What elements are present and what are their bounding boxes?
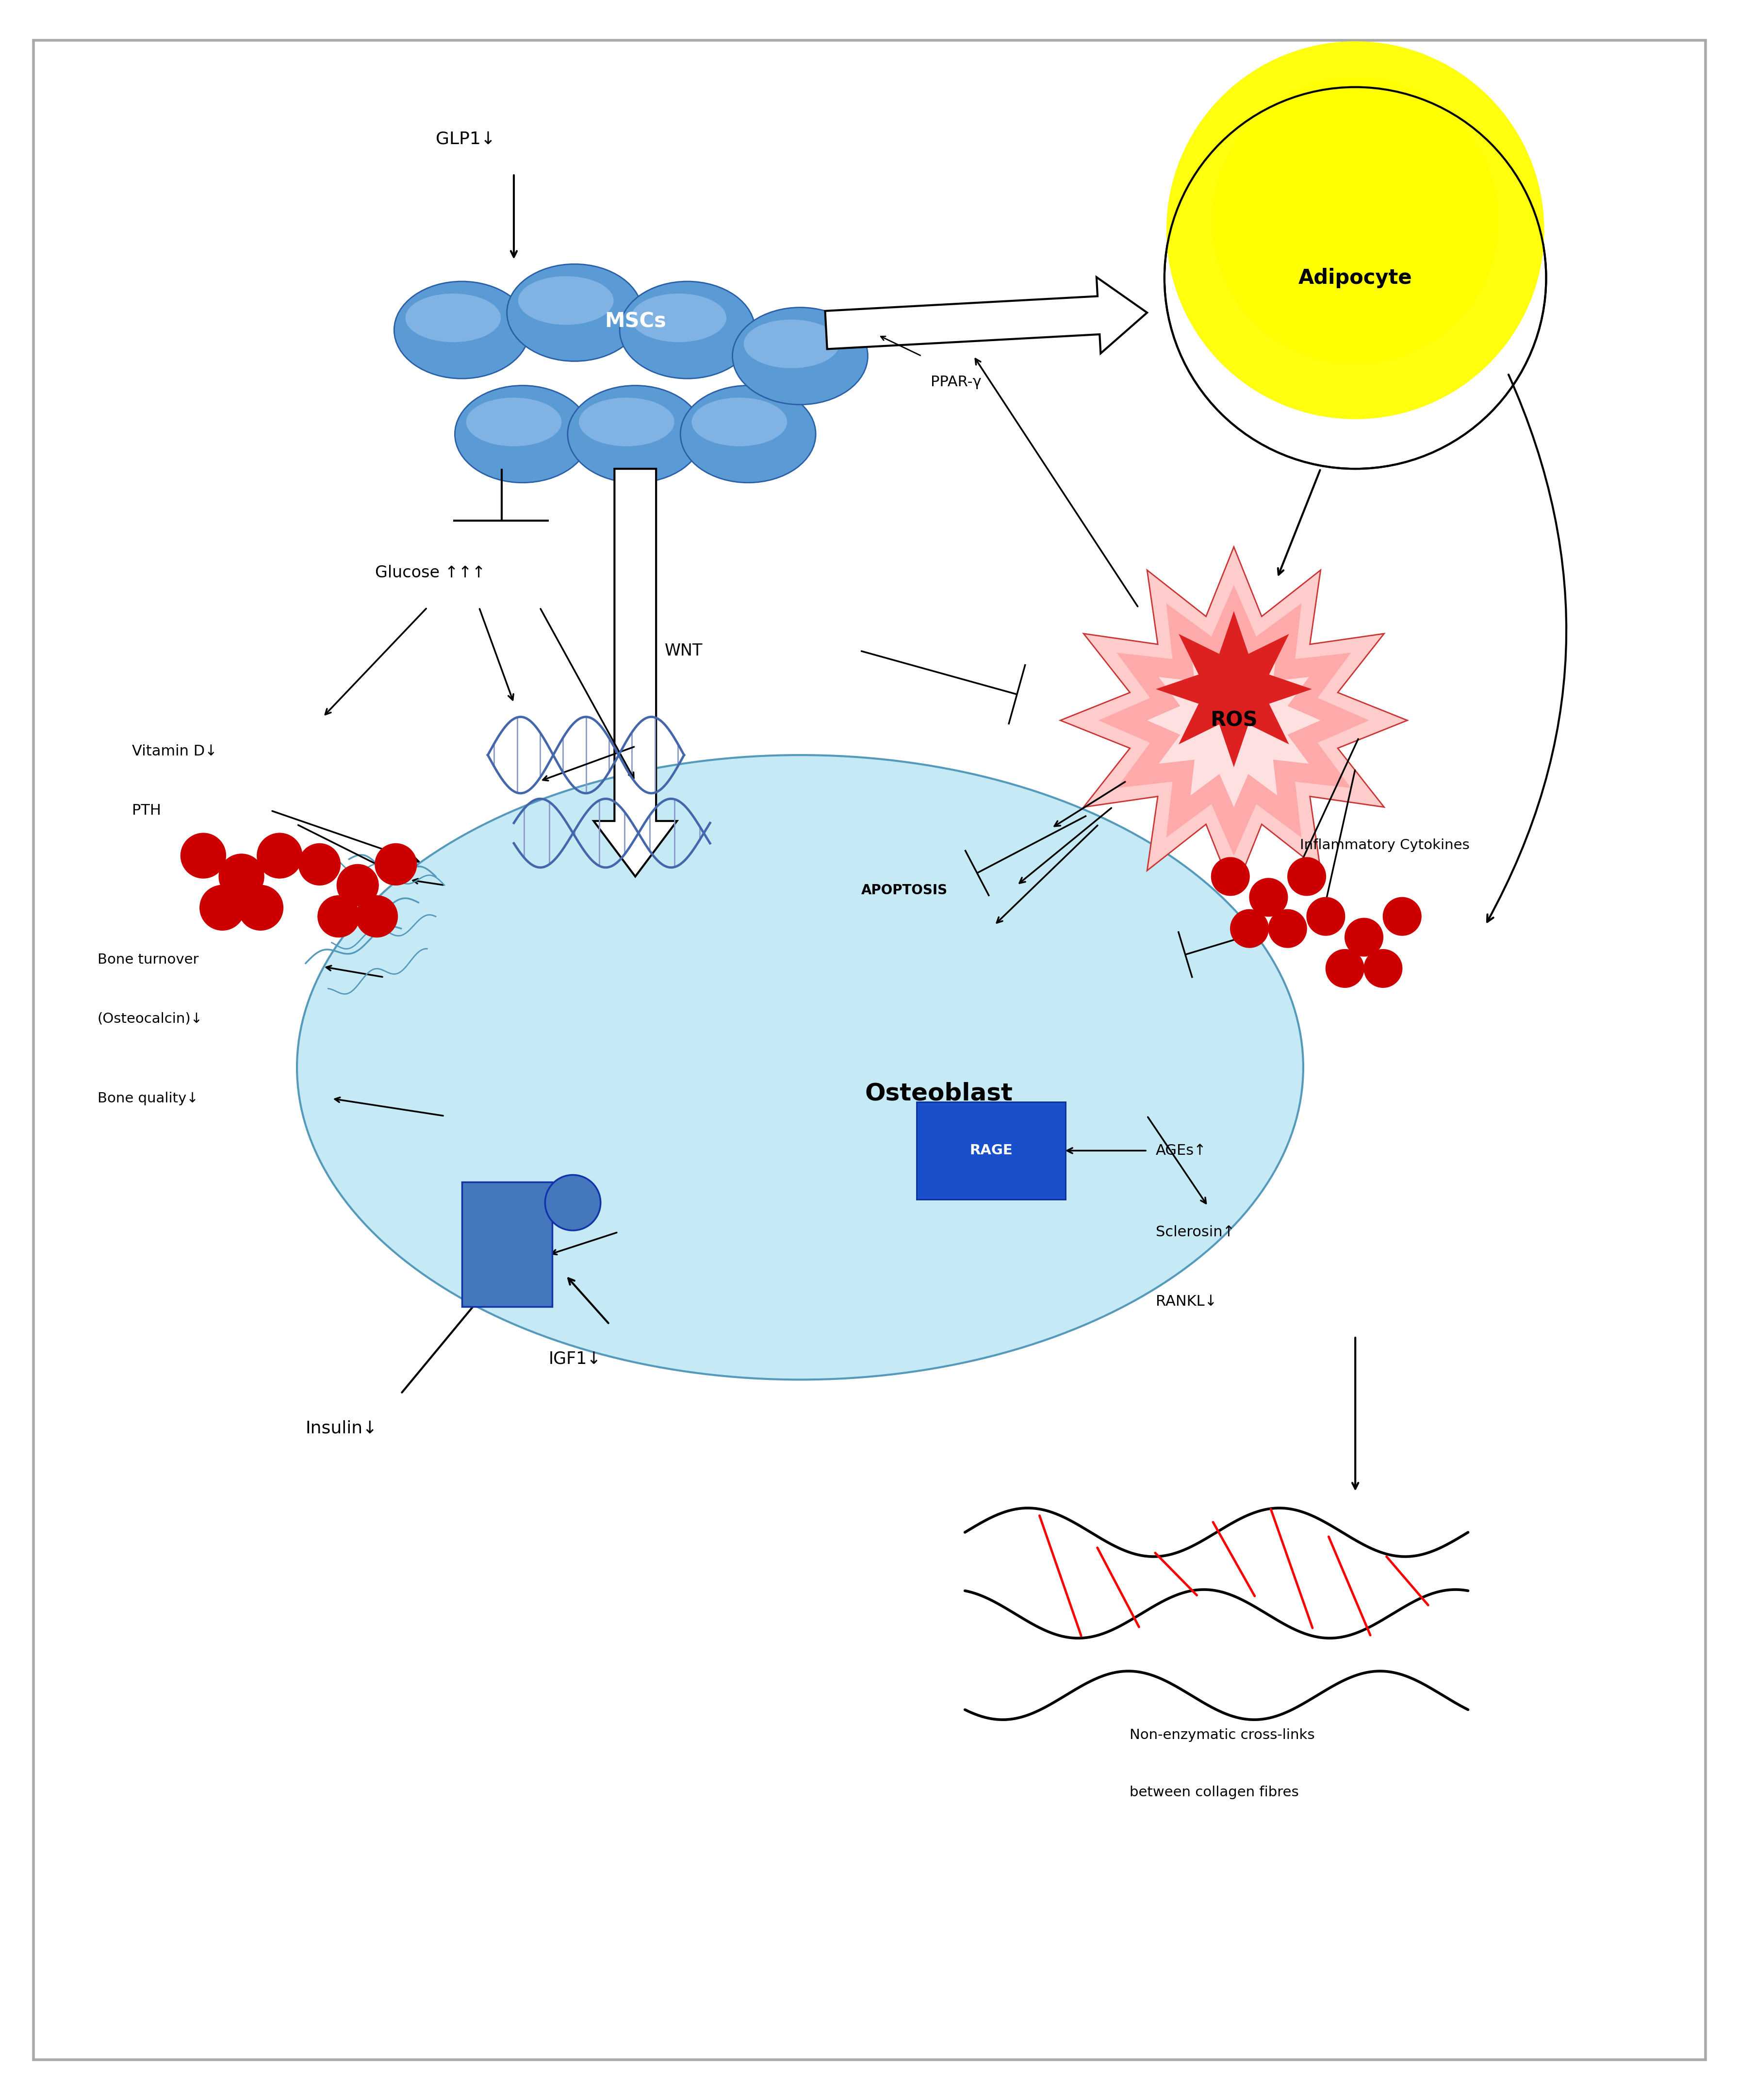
Text: (Osteocalcin)↓: (Osteocalcin)↓ (97, 1012, 203, 1025)
Text: APOPTOSIS: APOPTOSIS (861, 884, 948, 897)
Circle shape (200, 886, 245, 930)
Circle shape (1308, 157, 1403, 254)
Circle shape (238, 886, 283, 930)
Text: AGEs↑: AGEs↑ (1156, 1144, 1207, 1157)
Text: RANKL↓: RANKL↓ (1156, 1294, 1217, 1308)
Text: Non-enzymatic cross-links: Non-enzymatic cross-links (1130, 1728, 1315, 1743)
Text: Vitamin D↓: Vitamin D↓ (132, 745, 217, 758)
FancyBboxPatch shape (463, 1182, 551, 1306)
Text: Osteoblast: Osteoblast (864, 1082, 1012, 1105)
Polygon shape (1148, 634, 1320, 806)
Text: PTH: PTH (132, 804, 162, 817)
Ellipse shape (732, 307, 868, 405)
Ellipse shape (518, 277, 614, 326)
Ellipse shape (466, 397, 562, 445)
Text: Bone turnover: Bone turnover (97, 953, 198, 966)
FancyBboxPatch shape (33, 40, 1706, 2060)
Text: PPAR-γ: PPAR-γ (930, 376, 981, 388)
Circle shape (1306, 897, 1344, 934)
FancyArrowPatch shape (1487, 374, 1567, 922)
Text: Bone quality↓: Bone quality↓ (97, 1092, 198, 1105)
Text: Inflammatory Cytokines: Inflammatory Cytokines (1299, 838, 1469, 853)
Circle shape (1212, 78, 1499, 363)
Circle shape (1268, 909, 1306, 947)
Text: RAGE: RAGE (969, 1144, 1012, 1157)
Circle shape (1249, 878, 1287, 916)
FancyBboxPatch shape (916, 1102, 1066, 1199)
Ellipse shape (579, 397, 675, 445)
Text: Adipocyte: Adipocyte (1299, 269, 1412, 288)
Text: ROS: ROS (1210, 710, 1257, 731)
Ellipse shape (631, 294, 727, 342)
Polygon shape (1156, 611, 1311, 766)
Circle shape (1259, 115, 1450, 307)
Circle shape (257, 834, 303, 878)
Ellipse shape (692, 397, 788, 445)
Ellipse shape (405, 294, 501, 342)
Ellipse shape (395, 281, 529, 378)
Text: Glucose ↑↑↑: Glucose ↑↑↑ (376, 565, 485, 582)
Ellipse shape (297, 756, 1303, 1380)
Text: between collagen fibres: between collagen fibres (1130, 1785, 1299, 1800)
Circle shape (1212, 857, 1249, 895)
Polygon shape (1061, 546, 1407, 895)
Circle shape (544, 1174, 600, 1231)
Ellipse shape (456, 386, 590, 483)
Circle shape (181, 834, 226, 878)
Text: MSCs: MSCs (605, 311, 666, 332)
Text: Sclerosin↑: Sclerosin↑ (1156, 1224, 1235, 1239)
Ellipse shape (744, 319, 840, 368)
Circle shape (219, 855, 264, 899)
Polygon shape (1099, 586, 1369, 855)
Circle shape (1363, 949, 1402, 987)
FancyArrow shape (824, 277, 1148, 353)
Circle shape (1287, 857, 1325, 895)
Circle shape (337, 865, 379, 905)
Circle shape (1344, 918, 1383, 956)
Text: GLP1↓: GLP1↓ (436, 130, 496, 147)
Circle shape (318, 895, 360, 937)
FancyArrow shape (593, 468, 676, 876)
Text: IGF1↓: IGF1↓ (548, 1350, 602, 1367)
Circle shape (299, 844, 341, 886)
Circle shape (1167, 42, 1544, 420)
Circle shape (1383, 897, 1421, 934)
Ellipse shape (619, 281, 755, 378)
Circle shape (1325, 949, 1363, 987)
Ellipse shape (680, 386, 816, 483)
Circle shape (1231, 909, 1268, 947)
Text: Insulin↓: Insulin↓ (306, 1420, 377, 1436)
Ellipse shape (506, 265, 642, 361)
Circle shape (1165, 86, 1546, 468)
Circle shape (356, 895, 398, 937)
Ellipse shape (567, 386, 703, 483)
Text: WNT: WNT (664, 643, 703, 659)
Circle shape (376, 844, 417, 886)
